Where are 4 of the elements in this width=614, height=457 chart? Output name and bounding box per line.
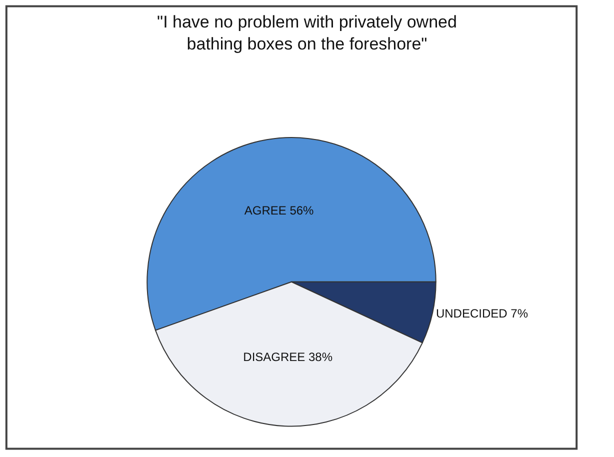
- slice-label: AGREE 56%: [244, 204, 314, 218]
- slice-label: UNDECIDED 7%: [436, 306, 528, 320]
- chart-title: "I have no problem with privately owned bathing boxes on the foreshore": [157, 12, 457, 54]
- slice-label: DISAGREE 38%: [243, 350, 333, 364]
